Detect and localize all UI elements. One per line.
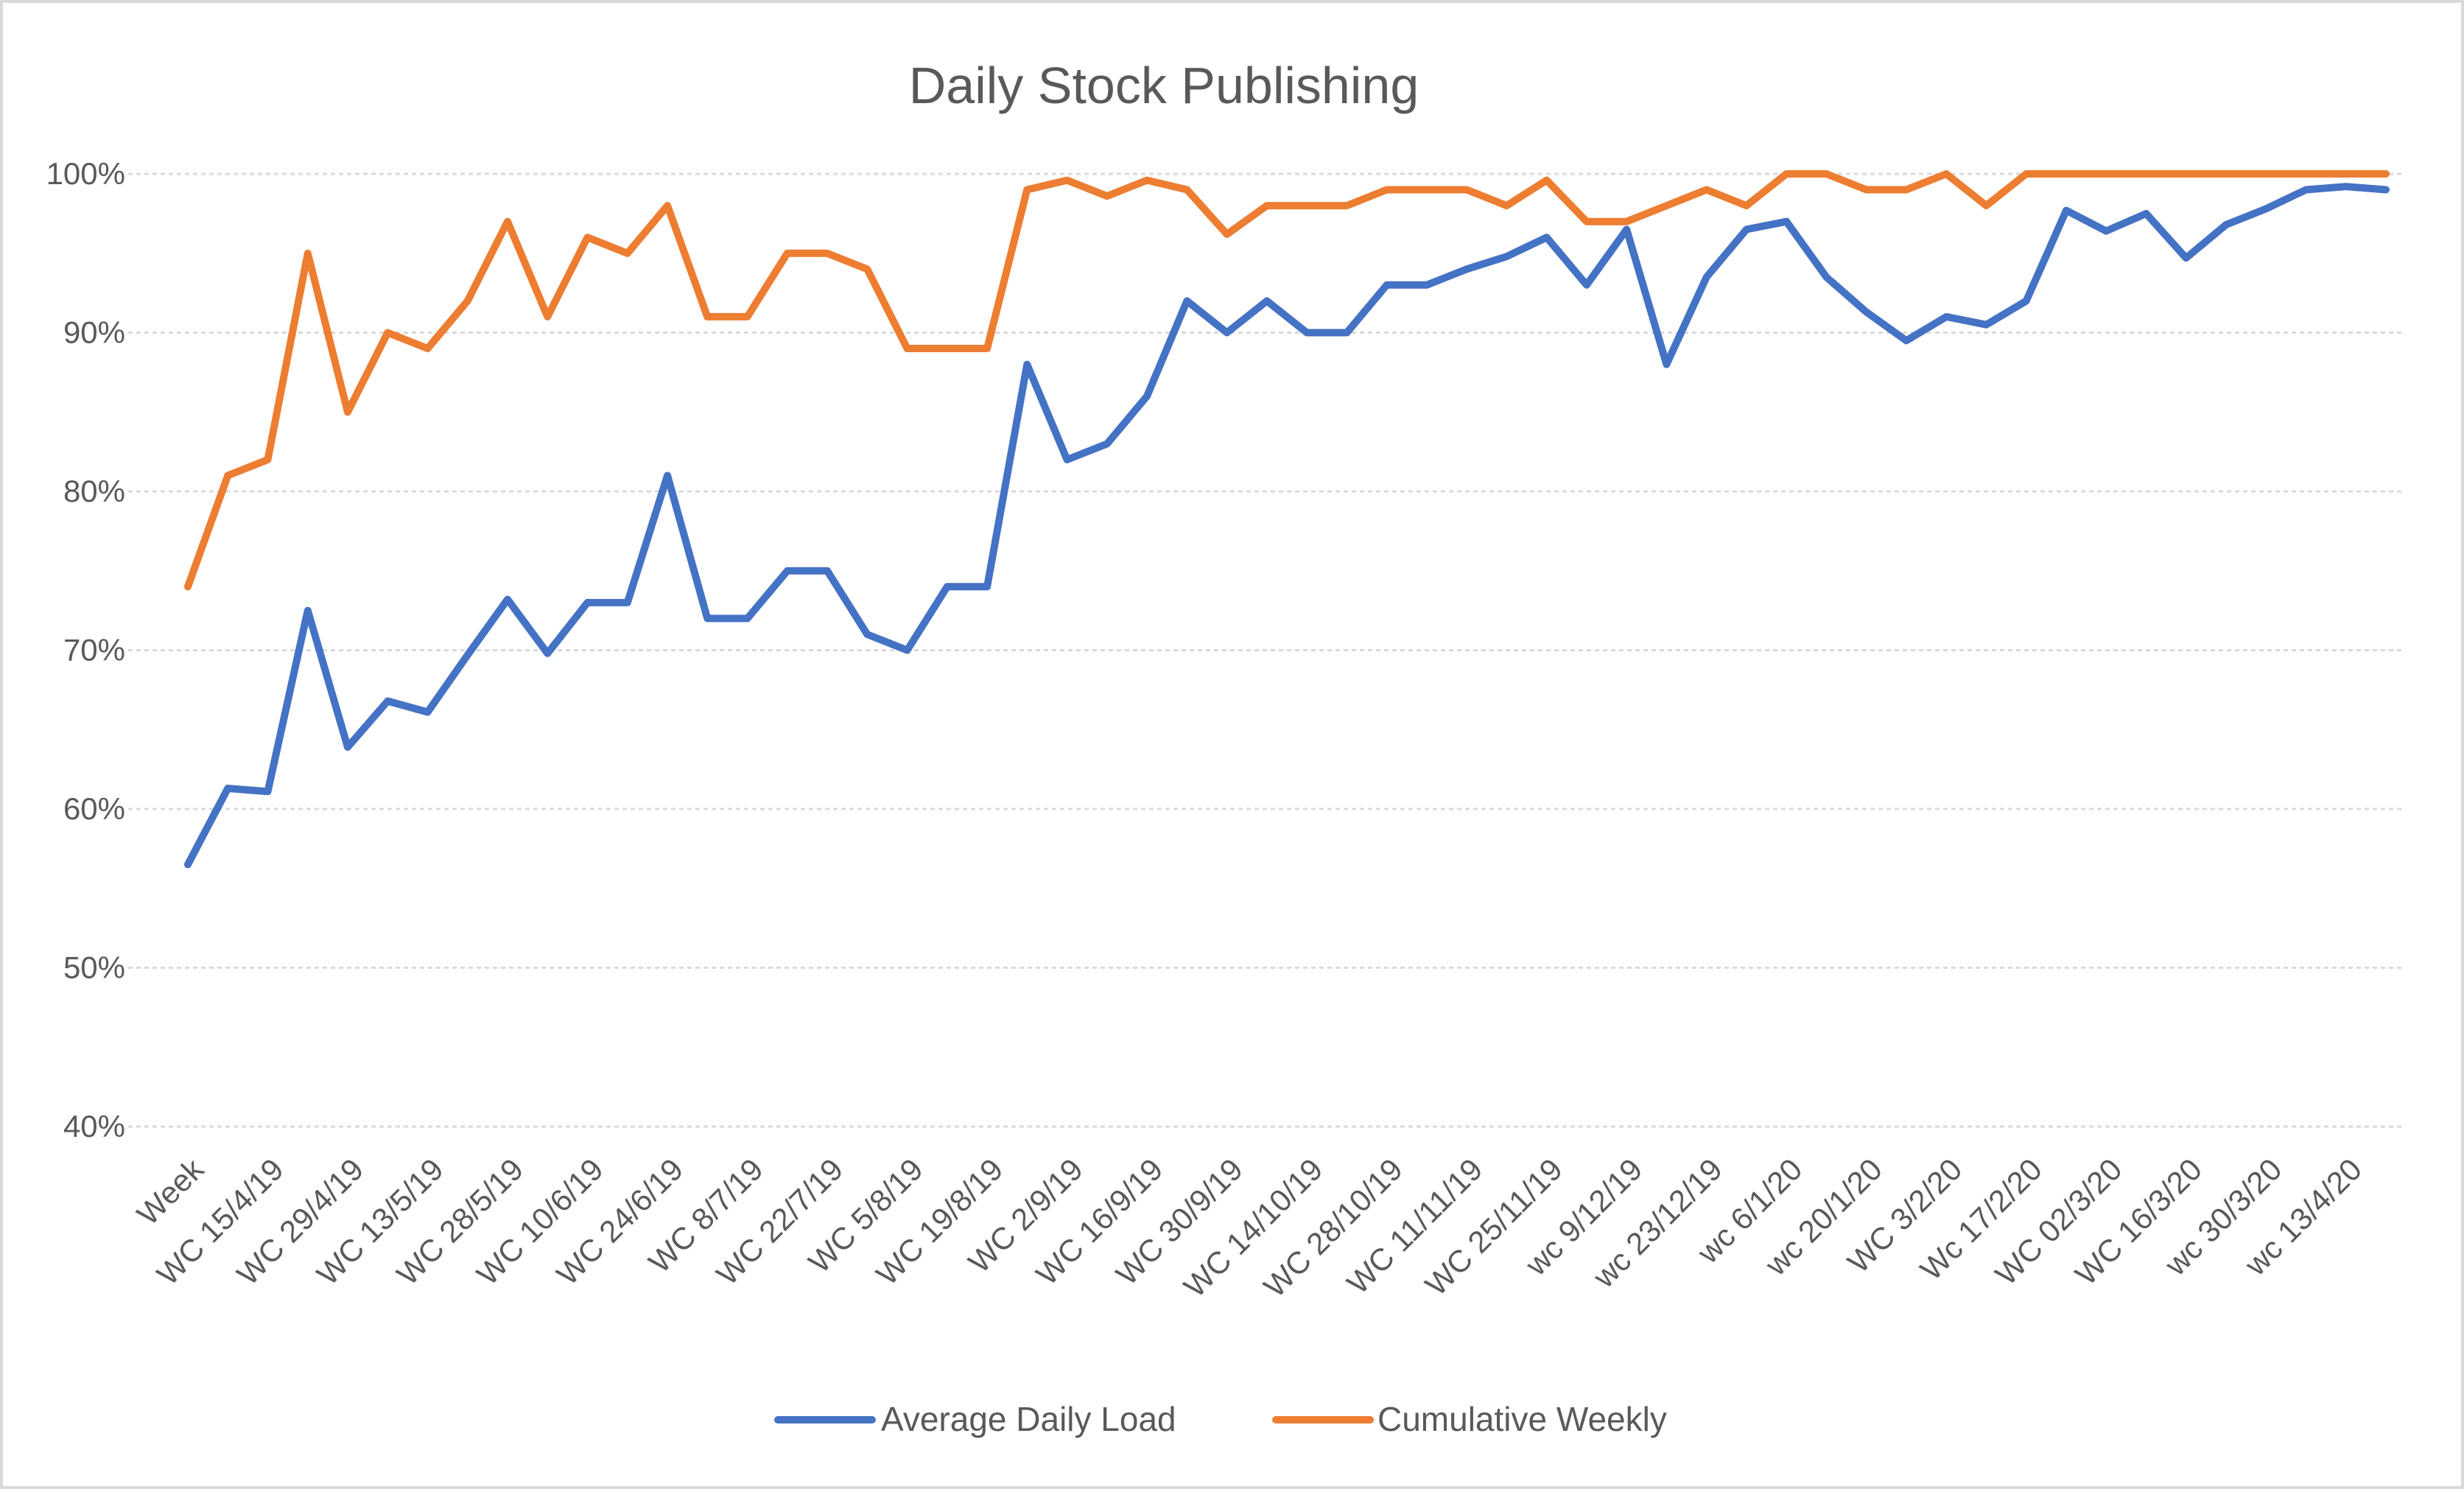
chart-title: Daily Stock Publishing [909,57,1419,114]
line-chart: Daily Stock Publishing 40% 50% 60% 70% 80% 90… [46,57,2403,1438]
y-tick-label: 60% [63,791,125,826]
series-line-cumulative-weekly [184,170,2390,591]
series-line-average-daily-load [184,183,2390,869]
y-tick-label: 50% [63,950,125,985]
y-tick-label: 100% [46,156,125,191]
series-lines [184,170,2390,869]
x-tick-label: WC 14/10/19 [1177,1152,1330,1304]
legend: Average Daily Load Cumulative Weekly [774,1400,1667,1438]
y-tick-label: 80% [63,474,125,508]
x-tick-label: WC 28/10/19 [1257,1152,1409,1304]
y-tick-label: 40% [63,1109,125,1143]
y-axis-tick-labels: 40% 50% 60% 70% 80% 90% 100% [46,156,125,1143]
legend-label-cumulative-weekly: Cumulative Weekly [1377,1400,1667,1438]
y-tick-label: 90% [63,315,125,350]
y-tick-label: 70% [63,633,125,668]
legend-label-average-daily-load: Average Daily Load [881,1400,1176,1438]
gridlines [128,172,2403,1128]
